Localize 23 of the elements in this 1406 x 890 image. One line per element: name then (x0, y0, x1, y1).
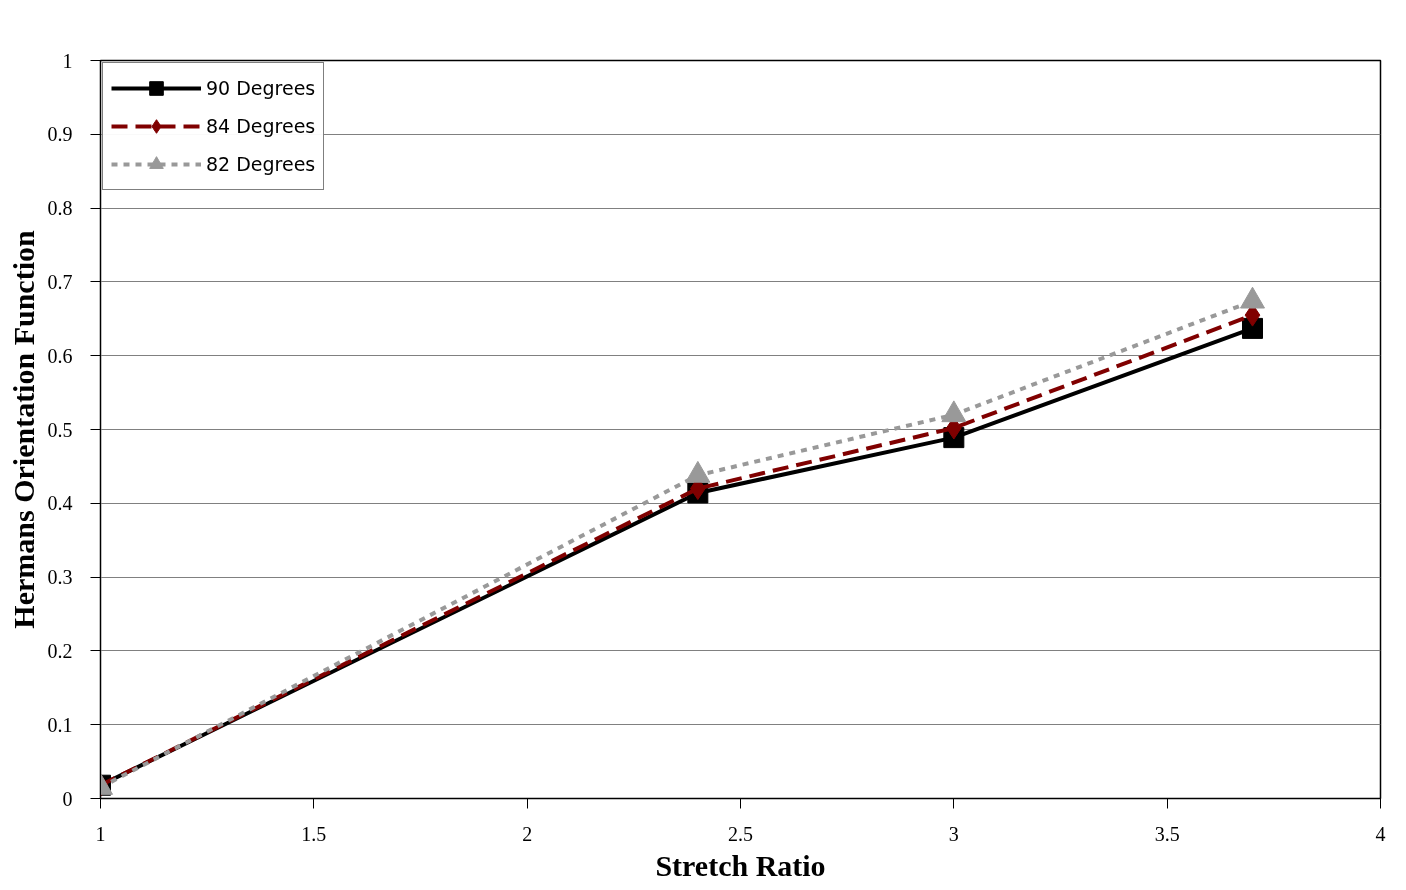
legend-label: 82 Degrees (206, 152, 316, 177)
legend-label: 84 Degrees (206, 114, 316, 139)
x-tick-label: 1 (95, 822, 106, 845)
y-tick-label: 0.9 (47, 123, 73, 146)
x-tick-label: 3.5 (1154, 822, 1180, 845)
y-tick-label: 1 (62, 49, 73, 72)
y-tick-label: 0.1 (47, 713, 73, 736)
x-tick-label: 1.5 (301, 822, 327, 845)
y-tick-label: 0.6 (47, 344, 73, 367)
y-tick-label: 0.3 (47, 566, 73, 589)
x-tick-label: 4 (1375, 822, 1386, 845)
y-tick-label: 0.7 (47, 270, 73, 293)
y-tick-label: 0 (62, 787, 73, 810)
y-tick-label: 0.5 (47, 418, 73, 441)
x-tick-label: 2 (522, 822, 533, 845)
y-axis-title: Hermans Orientation Function (6, 230, 40, 629)
y-tick-label: 0.2 (47, 639, 73, 662)
x-tick-label: 2.5 (728, 822, 753, 845)
y-tick-label: 0.4 (47, 492, 73, 515)
legend-label: 90 Degrees (206, 76, 316, 101)
x-axis-title: Stretch Ratio (655, 848, 826, 882)
x-tick-label: 3 (948, 822, 959, 845)
y-tick-label: 0.8 (47, 197, 73, 220)
